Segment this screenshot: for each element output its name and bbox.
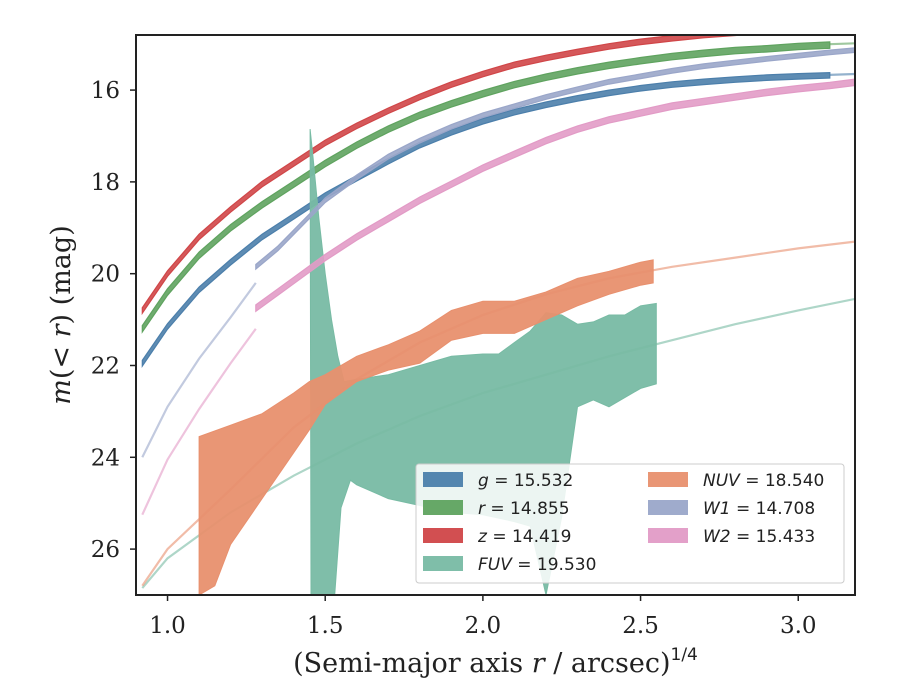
legend-swatch-z xyxy=(423,528,463,543)
series-w2-model-line xyxy=(141,328,257,516)
y-axis-title-var: m xyxy=(46,379,77,405)
x-tick-label: 1.5 xyxy=(307,613,344,639)
y-tick-label: 22 xyxy=(91,353,120,379)
series-nuv-model-line xyxy=(141,240,855,587)
y-tick-label: 26 xyxy=(91,537,120,563)
y-tick-label: 24 xyxy=(91,445,120,471)
series-w2-line xyxy=(255,78,855,313)
series-r-model-line xyxy=(829,42,855,46)
legend-label-w2: W2 = 15.433 xyxy=(703,527,815,547)
y-tick-label: 20 xyxy=(91,262,120,288)
legend-swatch-g xyxy=(423,472,463,487)
legend-swatch-fuv xyxy=(423,556,463,571)
axes-frame xyxy=(135,34,856,596)
x-tick-label: 3.0 xyxy=(780,613,817,639)
series-r-line xyxy=(141,41,831,334)
y-axis-title-lt: < xyxy=(46,337,77,368)
y-axis-title-open: ( xyxy=(46,369,77,380)
legend-frame xyxy=(415,463,845,584)
y-tick-label: 18 xyxy=(91,170,120,196)
legend-label-g: g = 15.532 xyxy=(478,471,573,491)
x-tick-label: 1.0 xyxy=(149,613,186,639)
x-axis-title-var: r xyxy=(532,648,547,679)
series-w1-model-line xyxy=(141,282,257,458)
y-tick-label: 16 xyxy=(91,78,120,104)
x-tick-label: 2.0 xyxy=(465,613,502,639)
y-axis-title: m(< r) (mag) xyxy=(46,225,77,404)
legend-label-fuv: FUV = 19.530 xyxy=(478,555,596,575)
legend-swatch-w1 xyxy=(648,500,688,515)
x-axis-title-main: (Semi-major axis xyxy=(293,648,532,679)
plot-area xyxy=(141,35,855,595)
x-axis-title-rest: / arcsec) xyxy=(545,648,671,679)
legend-label-r: r = 14.855 xyxy=(478,499,570,519)
axis-ticks: 1.0 1.5 2.0 2.5 3.0 16 18 20 22 24 26 xyxy=(91,78,817,639)
legend-swatch-w2 xyxy=(648,528,688,543)
y-axis-title-r: r xyxy=(46,322,77,337)
x-tick-label: 2.5 xyxy=(622,613,659,639)
y-axis-title-unit: (mag) xyxy=(46,225,77,314)
legend-label-nuv: NUV = 18.540 xyxy=(703,471,824,491)
x-axis-title-exponent: 1/4 xyxy=(671,645,698,665)
legend-label-z: z = 14.419 xyxy=(477,527,571,547)
legend-swatch-nuv xyxy=(648,472,688,487)
legend: g = 15.532 r = 14.855 z = 14.419 FUV = 19.5… xyxy=(415,463,845,584)
series-w1-line xyxy=(255,47,855,271)
x-axis-title: (Semi-major axis r / arcsec)1/4 xyxy=(293,645,698,679)
legend-label-w1: W1 = 14.708 xyxy=(703,499,815,519)
series-g-model-line xyxy=(829,72,855,76)
legend-swatch-r xyxy=(423,500,463,515)
series-z-line xyxy=(141,35,751,316)
y-axis-title-close: ) xyxy=(46,314,77,325)
series-nuv-band xyxy=(198,259,654,595)
